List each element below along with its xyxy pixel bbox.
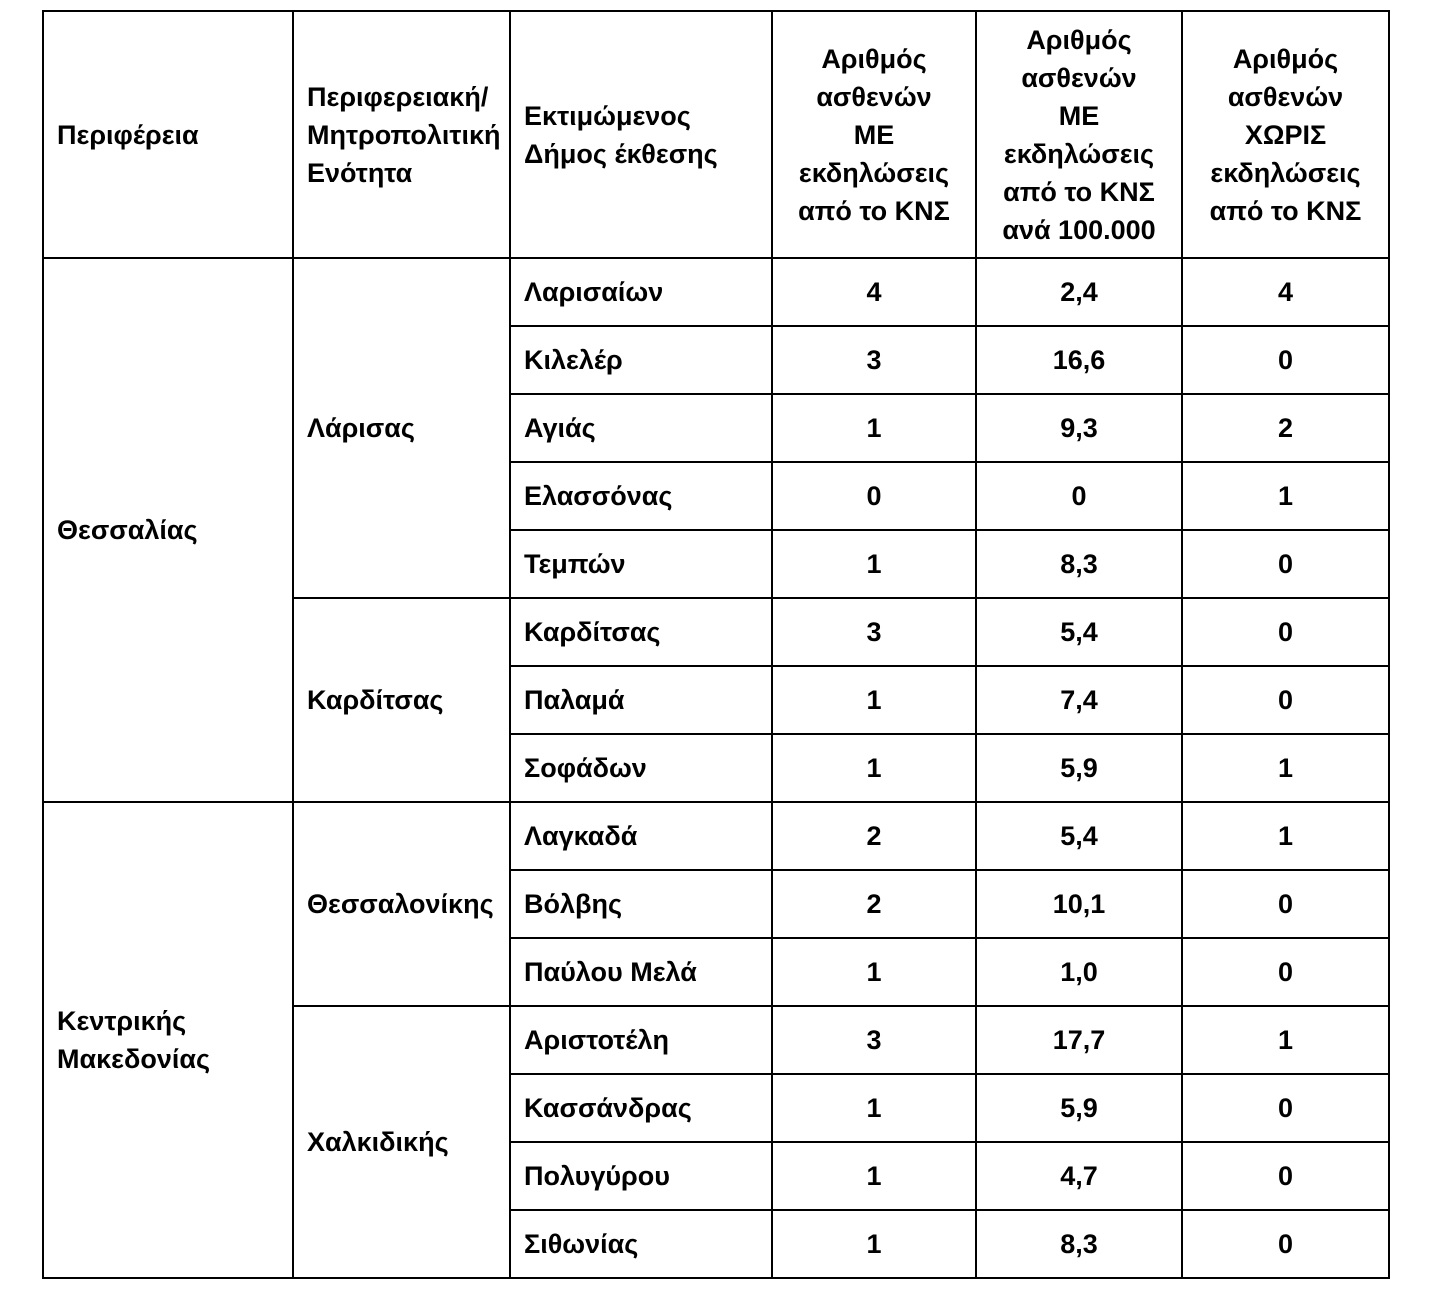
table-row: Βόλβης 2 10,1 0 (43, 869, 1390, 939)
with-cns-cell: 1 (771, 665, 977, 735)
municipality-cell: Λαρισαίων (509, 257, 773, 327)
table-row: Σοφάδων 1 5,9 1 (43, 733, 1390, 803)
header-row: Περιφέρεια Περιφερειακή/ Μητροπολιτική Ε… (42, 10, 1390, 259)
without-cns-cell: 2 (1181, 393, 1390, 463)
municipality-cell: Αριστοτέλη (509, 1005, 773, 1075)
per-100k-cell: 5,4 (975, 801, 1183, 871)
per-100k-cell: 1,0 (975, 937, 1183, 1007)
with-cns-cell: 1 (771, 393, 977, 463)
header-with-cns: Αριθμός ασθενών ΜΕ εκδηλώσεις από το ΚΝΣ (771, 10, 977, 259)
per-100k-cell: 0 (975, 461, 1183, 531)
without-cns-cell: 0 (1181, 529, 1390, 599)
per-100k-cell: 17,7 (975, 1005, 1183, 1075)
without-cns-cell: 4 (1181, 257, 1390, 327)
per-100k-cell: 2,4 (975, 257, 1183, 327)
municipality-cell: Σιθωνίας (509, 1209, 773, 1279)
header-without-cns: Αριθμός ασθενών ΧΩΡΙΣ εκδηλώσεις από το … (1181, 10, 1390, 259)
municipality-cell: Ελασσόνας (509, 461, 773, 531)
per-100k-cell: 5,9 (975, 1073, 1183, 1143)
with-cns-cell: 2 (771, 869, 977, 939)
with-cns-cell: 2 (771, 801, 977, 871)
table-row: Αγιάς 1 9,3 2 (43, 393, 1390, 463)
municipality-cell: Παλαμά (509, 665, 773, 735)
municipality-cell: Βόλβης (509, 869, 773, 939)
with-cns-cell: 4 (771, 257, 977, 327)
table-row: Χαλκιδικής Αριστοτέλη 3 17,7 1 (43, 1005, 1390, 1279)
table-row: Σιθωνίας 1 8,3 0 (43, 1209, 1390, 1279)
table-row: Καρδίτσας Καρδίτσας 3 5,4 0 (43, 597, 1390, 803)
without-cns-cell: 0 (1181, 937, 1390, 1007)
without-cns-cell: 0 (1181, 325, 1390, 395)
municipality-cell: Σοφάδων (509, 733, 773, 803)
per-100k-cell: 9,3 (975, 393, 1183, 463)
with-cns-cell: 1 (771, 733, 977, 803)
with-cns-cell: 1 (771, 529, 977, 599)
region-cell: Θεσσαλίας (42, 257, 294, 803)
without-cns-cell: 0 (1181, 597, 1390, 667)
unit-cell: Χαλκιδικής (292, 1005, 511, 1279)
without-cns-cell: 0 (1181, 869, 1390, 939)
region-cell: Κεντρικής Μακεδονίας (42, 801, 294, 1279)
per-100k-cell: 4,7 (975, 1141, 1183, 1211)
without-cns-cell: 1 (1181, 461, 1390, 531)
municipality-cell: Πολυγύρου (509, 1141, 773, 1211)
header-unit: Περιφερειακή/ Μητροπολιτική Ενότητα (292, 10, 511, 259)
per-100k-cell: 5,4 (975, 597, 1183, 667)
table-row: Ελασσόνας 0 0 1 (43, 461, 1390, 531)
table-row: Παύλου Μελά 1 1,0 0 (43, 937, 1390, 1007)
table-row: Παλαμά 1 7,4 0 (43, 665, 1390, 735)
header-with-cns-per-100k: Αριθμός ασθενών ΜΕ εκδηλώσεις από το ΚΝΣ… (975, 10, 1183, 259)
with-cns-cell: 0 (771, 461, 977, 531)
without-cns-cell: 0 (1181, 1073, 1390, 1143)
with-cns-cell: 1 (771, 937, 977, 1007)
municipality-cell: Παύλου Μελά (509, 937, 773, 1007)
unit-cell: Καρδίτσας (292, 597, 511, 803)
table-row: Θεσσαλίας Λάρισας Λαρισαίων 4 2,4 4 (42, 257, 1390, 803)
per-100k-cell: 16,6 (975, 325, 1183, 395)
cns-cases-table: Περιφέρεια Περιφερειακή/ Μητροπολιτική Ε… (42, 10, 1390, 1279)
municipality-cell: Κασσάνδρας (509, 1073, 773, 1143)
per-100k-cell: 8,3 (975, 1209, 1183, 1279)
with-cns-cell: 3 (771, 1005, 977, 1075)
with-cns-cell: 1 (771, 1141, 977, 1211)
municipality-cell: Αγιάς (509, 393, 773, 463)
header-region: Περιφέρεια (42, 10, 294, 259)
table-body: Θεσσαλίας Λάρισας Λαρισαίων 4 2,4 4 Κιλελέρ 3 16… (42, 257, 1390, 1279)
unit-cell: Θεσσαλονίκης (292, 801, 511, 1007)
with-cns-cell: 1 (771, 1073, 977, 1143)
municipality-cell: Λαγκαδά (509, 801, 773, 871)
table-row: Κασσάνδρας 1 5,9 0 (43, 1073, 1390, 1143)
without-cns-cell: 0 (1181, 665, 1390, 735)
without-cns-cell: 1 (1181, 801, 1390, 871)
without-cns-cell: 0 (1181, 1141, 1390, 1211)
table-row: Κεντρικής Μακεδονίας Θεσσαλονίκης Λαγκαδά 2… (42, 801, 1390, 1279)
without-cns-cell: 0 (1181, 1209, 1390, 1279)
without-cns-cell: 1 (1181, 1005, 1390, 1075)
unit-cell: Λάρισας (292, 257, 511, 599)
with-cns-cell: 1 (771, 1209, 977, 1279)
table-header: Περιφέρεια Περιφερειακή/ Μητροπολιτική Ε… (42, 10, 1390, 259)
header-municipality: Εκτιμώμενος Δήμος έκθεσης (509, 10, 773, 259)
without-cns-cell: 1 (1181, 733, 1390, 803)
per-100k-cell: 5,9 (975, 733, 1183, 803)
with-cns-cell: 3 (771, 325, 977, 395)
municipality-cell: Κιλελέρ (509, 325, 773, 395)
per-100k-cell: 10,1 (975, 869, 1183, 939)
table-row: Πολυγύρου 1 4,7 0 (43, 1141, 1390, 1211)
per-100k-cell: 7,4 (975, 665, 1183, 735)
municipality-cell: Τεμπών (509, 529, 773, 599)
per-100k-cell: 8,3 (975, 529, 1183, 599)
municipality-cell: Καρδίτσας (509, 597, 773, 667)
table-row: Τεμπών 1 8,3 0 (43, 529, 1390, 599)
with-cns-cell: 3 (771, 597, 977, 667)
table-row: Κιλελέρ 3 16,6 0 (43, 325, 1390, 395)
